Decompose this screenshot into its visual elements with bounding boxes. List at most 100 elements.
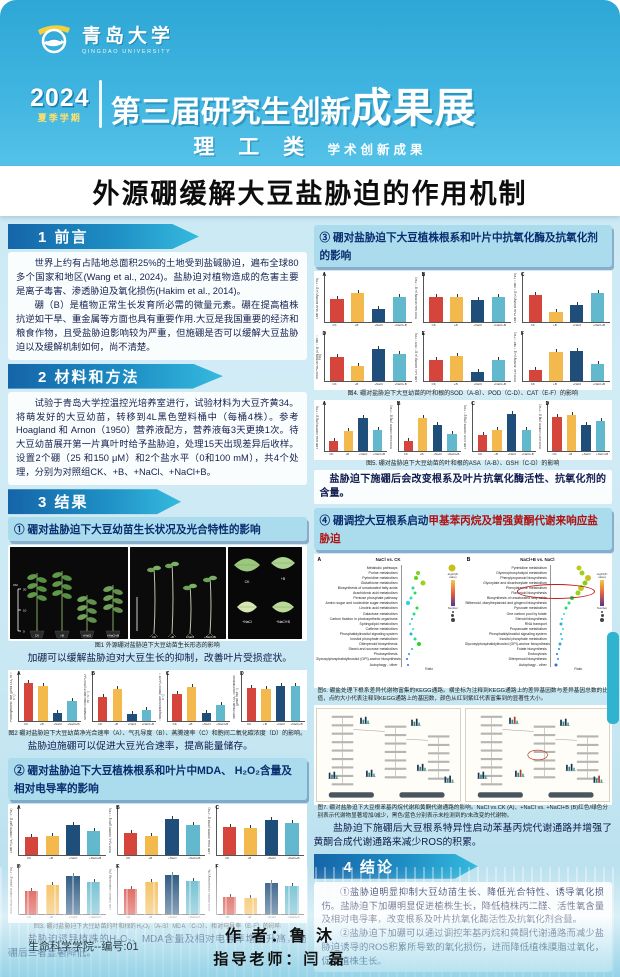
- methods-text-panel: 试验于青岛大学控温控光培养室进行，试验材料为大豆齐黄34。将萌发好的大豆幼苗，转…: [8, 391, 307, 486]
- content-columns: 1 前言 世界上约有占陆地总面积25%的土地受到盐碱胁迫，遍布全球80多个国家和…: [8, 222, 613, 973]
- university-name-en: QINGDAO UNIVERSITY: [82, 49, 172, 55]
- svg-text:+B: +B: [281, 577, 286, 581]
- event-year-block: 2024 夏季学期: [30, 84, 90, 124]
- figure5-caption: 图5. 硼对盐胁迫下大豆幼苗的叶和根的ASA（A-B）、GSH（C-D）的影响: [366, 461, 560, 468]
- bar-chart-panel-B: B Root SOD activity (U g⁻¹ FW) CK +B +NaCl +N…: [415, 272, 511, 329]
- svg-text:CM: CM: [13, 583, 18, 587]
- soybean-plants-photo-a: 20 10 0 CM CK +B +NaCl +NaCl+B: [10, 547, 128, 640]
- result2-title: ② 硼对盐胁迫下大豆植株根系和叶片中MDA、 H₂O₂含量及相对电导率的影响: [8, 757, 307, 800]
- bar-chart-panel-C: C Leaf GSH content (mg g⁻¹ FW) CK +B +NaCl +N…: [464, 401, 536, 457]
- section-banner-results: 3 结果: [8, 489, 182, 515]
- result3-note: 盐胁迫下施硼后会改变根系及叶片抗氧化酶活性、抗氧化剂的含量。: [319, 474, 607, 500]
- college-id-label: 生命科学学院--编号:01: [28, 941, 139, 953]
- poster-header: 青岛大学 QINGDAO UNIVERSITY 2024 夏季学期 第三届研究生…: [0, 0, 620, 166]
- result1-title-text: ① 硼对盐胁迫下大豆幼苗生长状况及光合特性的影响: [14, 524, 261, 537]
- right-column: ③ 硼对盐胁迫下大豆植株根系和叶片中抗氧化酶及抗氧化剂的影响 A Leaf SOD…: [313, 222, 613, 973]
- bar-chart-panel-F: F Root CAT activity (U g⁻¹ min⁻¹ FW) CK +B +…: [514, 331, 610, 388]
- phenylpropanoid-pathway-diagram-a: [315, 708, 461, 803]
- poster-title: 外源硼缓解大豆盐胁迫的作用机制: [92, 178, 528, 209]
- soybean-leaves-photo-c: CK +B +NaCl +NaCl+B: [228, 547, 302, 640]
- svg-text:+B: +B: [170, 635, 174, 639]
- advisor-line: 指导老师：闫 磊: [0, 948, 560, 969]
- figure7-pathway-diagrams: [313, 705, 612, 806]
- methods-banner-label: 2 材料和方法: [38, 368, 140, 386]
- figure2-caption: 图2 硼对盐胁迫下大豆幼苗净光合速率（A）、气孔导度（B）、蒸腾速率（C）和胞间…: [8, 730, 307, 737]
- bar-chart-panel-C: C Leaf MDA content (nmol g⁻¹ FW) CK +B +NaCl…: [208, 805, 305, 862]
- svg-text:+NaCl: +NaCl: [186, 635, 194, 639]
- bar-chart-panel-D: D Root POD activity (U g⁻¹ min⁻¹ FW) CK +B +…: [316, 331, 412, 388]
- category-row: 理 工 类 学术创新成果: [0, 131, 620, 161]
- result4-title: ④ 硼调控大豆根系启动甲基苯丙烷及增强黄酮代谢来响应盐胁迫: [313, 508, 612, 551]
- soybean-seedlings-photo-b: CK +B +NaCl +NaCl+B: [130, 547, 226, 640]
- intro-paragraph-2: 硼（B）是植物正常生长发育所必需的微量元素。硼在提高植株抗逆如干旱、重金属等方面…: [16, 299, 299, 352]
- svg-text:0: 0: [23, 630, 25, 634]
- result4-title-prefix: ④ 硼调控大豆根系启动: [319, 515, 429, 528]
- svg-text:+B: +B: [60, 634, 64, 638]
- svg-text:CK: CK: [152, 635, 156, 639]
- kegg-panel-A: A NaCl vs. CK Metabolic pathways Purine met…: [316, 557, 461, 685]
- university-logo: 青岛大学 QINGDAO UNIVERSITY: [34, 20, 174, 56]
- bar-chart-panel-B: B Root ASA content (mg g⁻¹ FW) CK +B +NaCl +N…: [389, 401, 462, 457]
- event-title-main: 第三届研究生创新: [110, 96, 351, 129]
- skyline-decoration: [0, 867, 620, 977]
- svg-text:CK: CK: [245, 580, 250, 584]
- result4-note: 盐胁迫下施硼后大豆根系特异性启动苯基丙烷代谢通路并增强了黄酮合成代谢通路来减少R…: [313, 823, 613, 849]
- advisor-label: 指导老师：: [213, 951, 304, 968]
- bar-chart-panel-A: A Leaf ASA content (mg g⁻¹ FW) CK +B +NaCl +N…: [315, 401, 387, 457]
- bar-chart-panel-D: D Root GSH content (mg g⁻¹ FW) CK +B +NaCl +N…: [538, 401, 610, 457]
- svg-text:10: 10: [23, 609, 27, 613]
- result3-title-text: ③ 硼对盐胁迫下大豆植株根系和叶片中抗氧化酶及抗氧化剂的影响: [319, 232, 598, 262]
- figure1-caption: 图1 外源硼对盐胁迫下大豆幼苗生长形态的影响: [94, 643, 220, 650]
- bar-chart-panel-A: A Photosynthetic rate (μmol CO₂ m⁻² s⁻¹) C…: [10, 670, 82, 726]
- bar-chart-panel-E: E Leaf CAT activity (U g⁻¹ min⁻¹ FW) CK +B +…: [415, 331, 511, 388]
- event-year: 2024: [30, 84, 90, 112]
- intro-text-panel: 世界上约有占陆地总面积25%的土地受到盐碱胁迫，遍布全球80多个国家和地区(Wa…: [8, 252, 307, 360]
- svg-text:+NaCl+B: +NaCl+B: [107, 634, 119, 638]
- bar-chart-panel-A: A Leaf SOD activity (U g⁻¹ FW) CK +B +NaCl +N…: [316, 272, 412, 329]
- bar-chart-panel-B: B Root H₂O₂ content (μM g⁻¹ FW) CK +B +NaCl +…: [109, 805, 206, 862]
- bar-chart-panel-B: B Stomatal conductance (mol H₂O m⁻² s⁻¹) C…: [84, 670, 156, 726]
- svg-text:20: 20: [23, 588, 27, 592]
- flavonoid-pathway-diagram-b: [464, 708, 610, 803]
- figure1-photos: 20 10 0 CM CK +B +NaCl +NaCl+B CK +B +NaCl +NaCl+B…: [8, 545, 307, 642]
- results-banner-label: 3 结果: [38, 494, 89, 512]
- author-name: 鲁 沐: [289, 928, 335, 945]
- intro-banner-label: 1 前言: [38, 229, 89, 246]
- event-semester: 夏季学期: [37, 113, 82, 123]
- result1-note2: 盐胁迫施硼可以促进大豆光合速率，提高能量储存。: [27, 741, 253, 753]
- figure5-bar-charts: A Leaf ASA content (mg g⁻¹ FW) CK +B +NaCl +N…: [313, 400, 612, 461]
- university-emblem-icon: [38, 25, 70, 54]
- left-column: 1 前言 世界上约有占陆地总面积25%的土地受到盐碱胁迫，遍布全球80多个国家和…: [8, 222, 307, 972]
- university-name-cn: 青岛大学: [82, 26, 175, 47]
- section-banner-intro: 1 前言: [8, 224, 200, 249]
- section-banner-methods: 2 材料和方法: [8, 363, 223, 389]
- edge-decoration: [607, 632, 619, 724]
- poster-title-bar: 外源硼缓解大豆盐胁迫的作用机制: [0, 166, 620, 216]
- category-sub-label: 学术创新成果: [327, 143, 427, 157]
- svg-text:+NaCl+B: +NaCl+B: [276, 620, 290, 624]
- author-label: 作 者：: [225, 928, 290, 945]
- figure6-kegg-dotplots: A NaCl vs. CK Metabolic pathways Purine met…: [313, 554, 612, 689]
- figure4-bar-charts: A Leaf SOD activity (U g⁻¹ FW) CK +B +NaCl +N…: [313, 271, 612, 390]
- university-name: 青岛大学 QINGDAO UNIVERSITY: [82, 21, 174, 55]
- svg-text:CK: CK: [35, 634, 39, 638]
- methods-paragraph: 试验于青岛大学控温控光培养室进行，试验材料为大豆齐黄34。将萌发好的大豆幼苗，转…: [16, 397, 299, 478]
- event-title-row: 2024 夏季学期 第三届研究生创新成果展: [30, 74, 477, 134]
- result3-note-panel: 盐胁迫下施硼后会改变根系及叶片抗氧化酶活性、抗氧化剂的含量。: [313, 470, 612, 505]
- event-title-big: 成果展: [350, 85, 477, 131]
- category-label: 理 工 类: [193, 136, 314, 159]
- advisor-name: 闫 磊: [303, 951, 347, 968]
- figure2-bar-charts: A Photosynthetic rate (μmol CO₂ m⁻² s⁻¹) C…: [8, 669, 307, 730]
- svg-text:+NaCl: +NaCl: [83, 634, 92, 638]
- bar-chart-panel-D: D Intercellular CO₂ concentration (μmol m…: [233, 670, 305, 726]
- bar-chart-panel-C: C Transpiration rate (mmol H₂O m⁻² s⁻¹) CK…: [158, 670, 231, 726]
- bar-chart-panel-A: A Leaf H₂O₂ content (μM g⁻¹ FW) CK +B +NaCl +…: [10, 805, 107, 862]
- svg-text:+NaCl: +NaCl: [242, 620, 252, 624]
- result1-note: 加硼可以缓解盐胁迫对大豆生长的抑制，改善叶片受损症状。: [27, 653, 293, 665]
- result1-title: ① 硼对盐胁迫下大豆幼苗生长状况及光合特性的影响: [8, 517, 307, 542]
- intro-paragraph-1: 世界上约有占陆地总面积25%的土地受到盐碱胁迫，遍布全球80多个国家和地区(Wa…: [16, 258, 299, 296]
- divider: [98, 80, 102, 128]
- result4-title-highlight: 甲基苯丙烷及增强黄酮代谢来响应盐胁迫: [319, 515, 598, 546]
- figure6-caption: 图6. 硼盐处理下根系差异代谢物富集的KEGG通路。横坐标为注释到KEGG通路上…: [317, 688, 609, 702]
